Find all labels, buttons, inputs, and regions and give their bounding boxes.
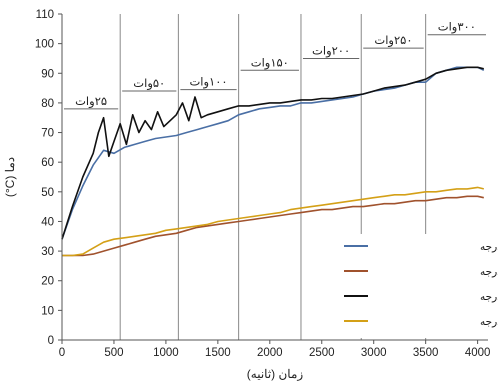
x-tick-label: 2000	[257, 347, 283, 359]
zone-label: ۲۵وات	[75, 94, 107, 109]
legend-label-0: تبخیرکننده ۹۰ درجه	[480, 241, 498, 253]
axes: 0 500 1000 1500 2000 2500 3000 3500 4000 0 10 20 30 4…	[35, 9, 491, 359]
y-tick-label: 30	[41, 246, 54, 258]
y-tick-label: 40	[41, 216, 54, 228]
series-line-3	[62, 186, 484, 257]
x-tick-label: 0	[59, 347, 65, 359]
x-tick-label: 3500	[413, 347, 439, 359]
y-tick-label: 110	[36, 9, 54, 21]
y-tick-label: 60	[41, 157, 54, 169]
x-tick-label: 500	[104, 347, 123, 359]
zone-label: ۱۵۰وات	[251, 55, 289, 70]
x-tick-label: 3000	[361, 347, 387, 359]
zone-label: ۲۵۰وات	[374, 33, 412, 48]
zone-label: ۵۰وات	[133, 76, 165, 91]
legend-label-3: چگالنده ۱۵ درجه	[480, 315, 498, 328]
x-tick-label: 1500	[205, 347, 231, 359]
legend-box	[338, 234, 486, 338]
y-tick-label: 80	[41, 98, 54, 110]
y-tick-label: 50	[41, 187, 54, 199]
y-tick-label: 0	[48, 335, 54, 347]
zone-label: ۳۰۰وات	[438, 20, 476, 35]
x-tick-label: 1000	[153, 347, 179, 359]
legend-label-1: چگالنده ۹۰ درجه	[480, 265, 498, 278]
y-tick-label: 20	[41, 276, 54, 288]
legend-label-2: تبخیرکننده ۱۵ درجه	[480, 291, 498, 303]
power-zones: ۲۵وات ۵۰وات ۱۰۰وات ۱۵۰وات ۲۰۰وات ۲۵۰وات ۳۰۰وات	[64, 14, 486, 340]
x-tick-label: 2500	[309, 347, 335, 359]
legend: تبخیرکننده ۹۰ درجه چگالنده ۹۰ درجه تبخیرکن…	[338, 234, 498, 338]
zone-label: ۱۰۰وات	[189, 75, 227, 90]
series-line-1	[62, 195, 484, 257]
y-tick-label: 10	[41, 305, 54, 317]
series-line-2	[61, 66, 484, 240]
x-tick-label: 4000	[465, 347, 491, 359]
y-tick-label: 90	[41, 68, 54, 80]
zone-label: ۲۰۰وات	[312, 43, 350, 58]
y-tick-label: 70	[41, 128, 54, 140]
series-lines	[61, 66, 485, 257]
y-axis-label: دما (C°)	[3, 157, 17, 197]
x-axis-label: زمان (ثانیه)	[247, 367, 304, 381]
y-tick-label: 100	[35, 39, 54, 51]
